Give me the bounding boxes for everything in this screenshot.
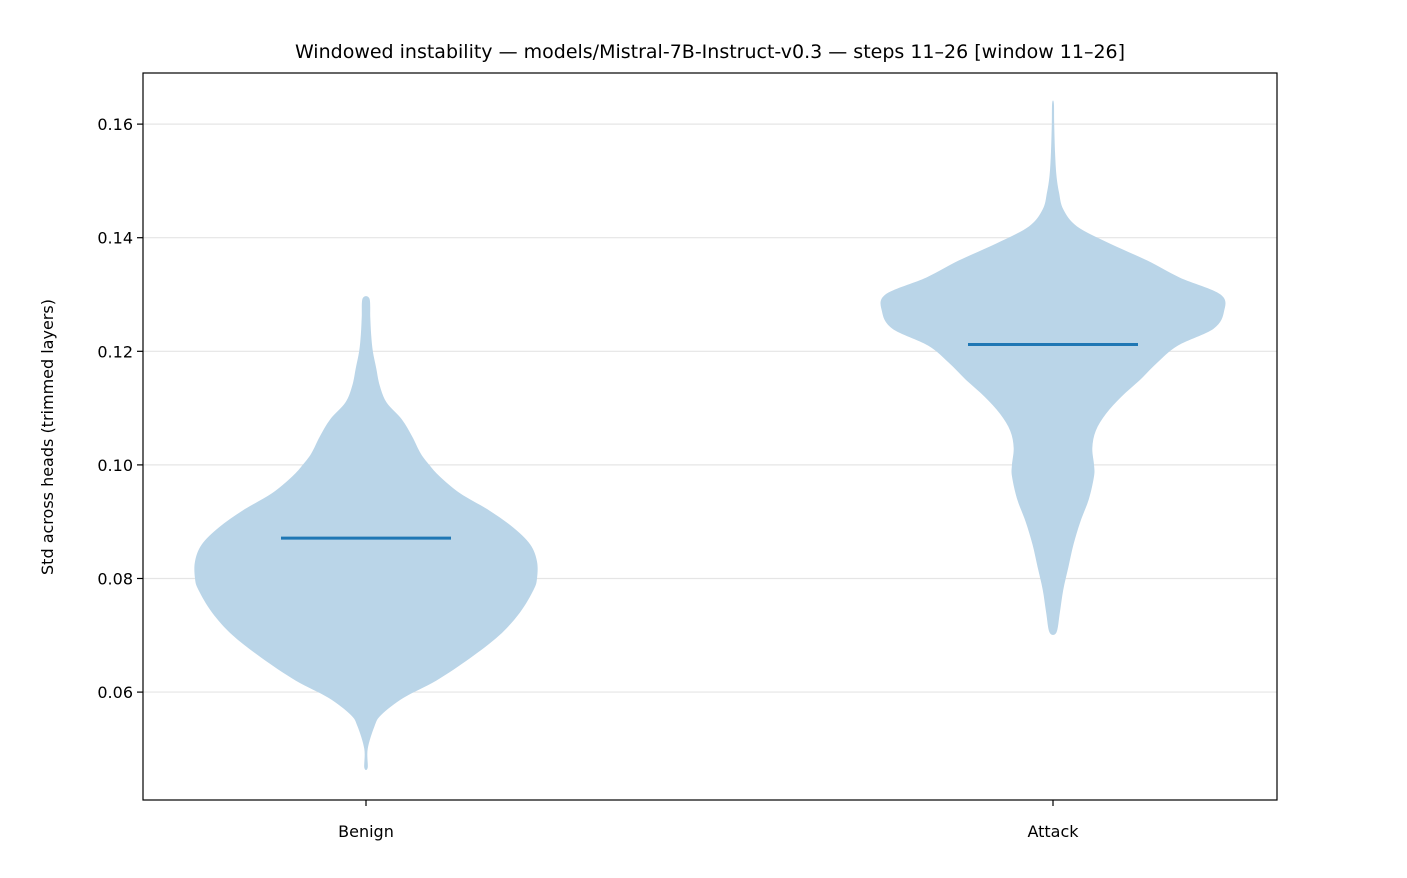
y-tick-label: 0.10	[97, 456, 133, 475]
chart-title: Windowed instability — models/Mistral-7B…	[295, 41, 1125, 63]
axes: 0.06 0.08 0.10 0.12 0.14 0.16 Benign Attack	[97, 115, 1079, 841]
violin-body-attack	[880, 100, 1226, 635]
y-axis-label: Std across heads (trimmed layers)	[38, 299, 57, 575]
x-tick-label: Attack	[1027, 822, 1079, 841]
y-tick-label: 0.06	[97, 683, 133, 702]
y-tick-label: 0.12	[97, 342, 133, 361]
y-tick-label: 0.16	[97, 115, 133, 134]
plot-frame	[142, 72, 1278, 801]
y-tick-label: 0.14	[97, 229, 133, 248]
y-tick-label: 0.08	[97, 569, 133, 588]
x-tick-label: Benign	[338, 822, 394, 841]
violin-body-benign	[194, 296, 538, 770]
violins	[194, 100, 1226, 770]
